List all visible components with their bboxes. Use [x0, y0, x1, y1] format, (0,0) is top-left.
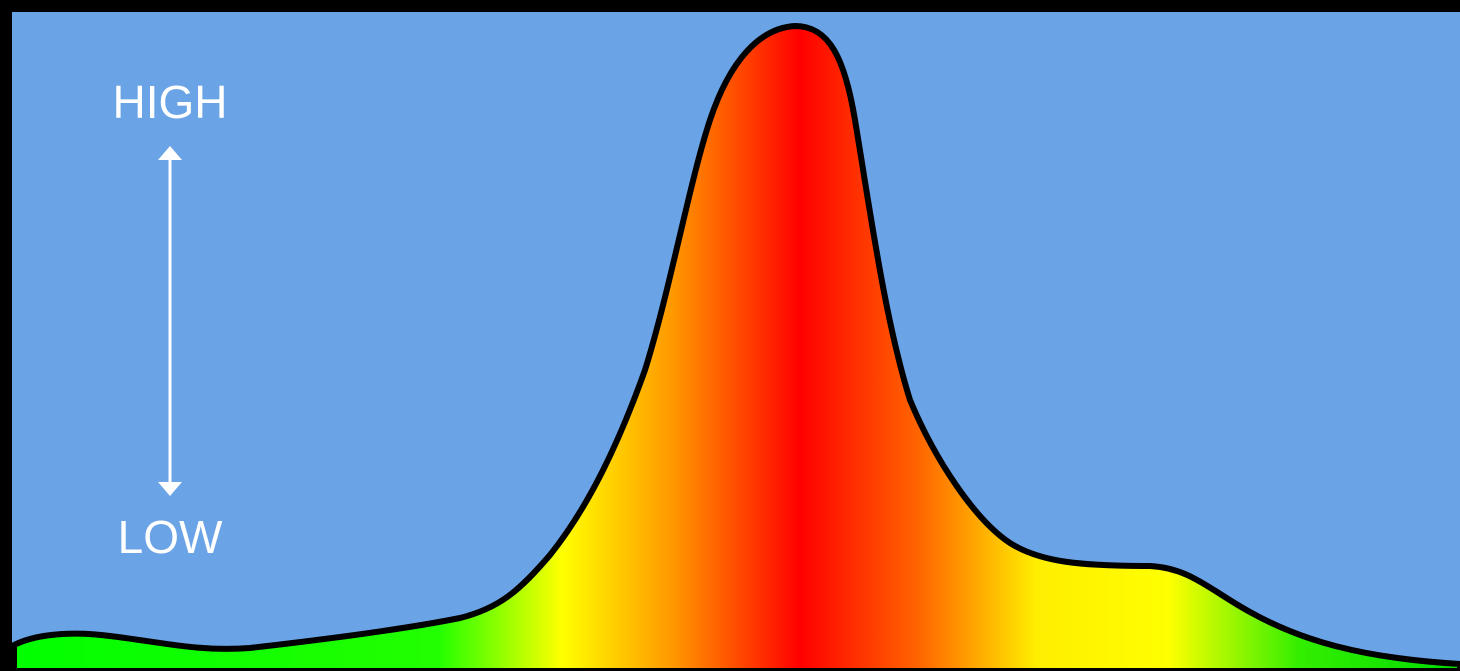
arrow-head-up [158, 146, 182, 160]
low-label: LOW [118, 511, 223, 563]
peak-area [11, 23, 1460, 671]
arrow-head-down [158, 482, 182, 496]
high-label: HIGH [113, 76, 228, 128]
